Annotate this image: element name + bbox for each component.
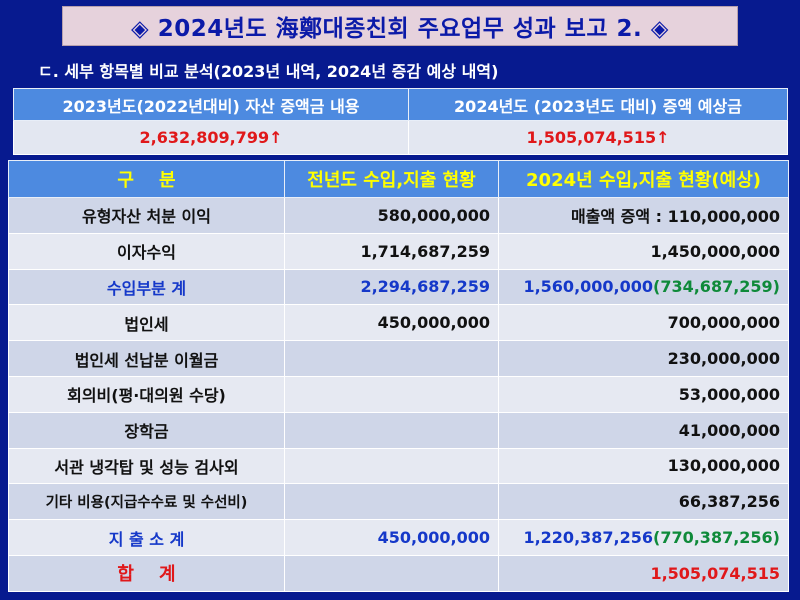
- row-prev: [284, 447, 499, 485]
- header-prev-year: 전년도 수입,지출 현황: [284, 160, 499, 198]
- row-prev: [284, 340, 499, 377]
- summary-value-2024: 1,505,074,515↑: [408, 120, 788, 155]
- row-prev: [284, 411, 499, 449]
- row-cur-value: 1,220,387,256: [523, 528, 654, 548]
- row-diff: (770,387,256): [653, 528, 780, 548]
- row-prev: 580,000,000: [284, 197, 499, 234]
- row-label: 합 계: [8, 554, 285, 592]
- summary-header-2024: 2024년도 (2023년도 대비) 증액 예상금: [408, 88, 788, 121]
- summary-header-2023: 2023년도(2022년대비) 자산 증액금 내용: [13, 88, 409, 121]
- table-row: 수입부분 계 2,294,687,259 1,560,000,000(734,6…: [8, 268, 789, 306]
- comparison-table: 구 분 전년도 수입,지출 현황 2024년 수입,지출 현황(예상) 유형자산…: [8, 160, 789, 592]
- row-label: 기타 비용(지급수수료 및 수선비): [8, 483, 285, 521]
- header-cur-year: 2024년 수입,지출 현황(예상): [498, 160, 789, 198]
- table-row: 회의비(평·대의원 수당) 53,000,000: [8, 375, 789, 413]
- row-cur: 1,505,074,515: [498, 554, 789, 592]
- table-row: 유형자산 처분 이익 580,000,000 매출액 증액 : 110,000,…: [8, 197, 789, 234]
- row-label: 법인세: [8, 304, 285, 342]
- row-prev: 1,714,687,259: [284, 232, 499, 270]
- row-cur: 1,450,000,000: [498, 232, 789, 270]
- row-label: 서관 냉각탑 및 성능 검사외: [8, 447, 285, 485]
- table-row: 법인세 450,000,000 700,000,000: [8, 304, 789, 342]
- summary-table: 2023년도(2022년대비) 자산 증액금 내용 2024년도 (2023년도…: [13, 88, 788, 155]
- row-cur: 41,000,000: [498, 411, 789, 449]
- table-row: 이자수익 1,714,687,259 1,450,000,000: [8, 232, 789, 270]
- row-prev: [284, 483, 499, 521]
- row-prev: [284, 375, 499, 413]
- table-row: 법인세 선납분 이월금 230,000,000: [8, 340, 789, 377]
- row-label: 법인세 선납분 이월금: [8, 340, 285, 377]
- row-label: 장학금: [8, 411, 285, 449]
- row-label: 수입부분 계: [8, 268, 285, 306]
- row-label: 유형자산 처분 이익: [8, 197, 285, 234]
- row-cur: 53,000,000: [498, 375, 789, 413]
- row-cur: 1,220,387,256(770,387,256): [498, 519, 789, 556]
- row-cur: 130,000,000: [498, 447, 789, 485]
- row-cur: 230,000,000: [498, 340, 789, 377]
- header-category: 구 분: [8, 160, 285, 198]
- row-prev: 450,000,000: [284, 519, 499, 556]
- table-row: 합 계 1,505,074,515: [8, 554, 789, 592]
- section-subtitle: ㄷ. 세부 항목별 비교 분석(2023년 내역, 2024년 증감 예상 내역…: [38, 62, 499, 81]
- page-title: ◈ 2024년도 海鄭대종친회 주요업무 성과 보고 2. ◈: [62, 6, 738, 46]
- row-cur: 매출액 증액 : 110,000,000: [498, 197, 789, 234]
- table-row: 서관 냉각탑 및 성능 검사외 130,000,000: [8, 447, 789, 485]
- row-prev: 2,294,687,259: [284, 268, 499, 306]
- table-row: 지 출 소 계 450,000,000 1,220,387,256(770,38…: [8, 519, 789, 556]
- row-prev: 450,000,000: [284, 304, 499, 342]
- row-label: 지 출 소 계: [8, 519, 285, 556]
- summary-value-2023: 2,632,809,799↑: [13, 120, 409, 155]
- row-cur: 66,387,256: [498, 483, 789, 521]
- row-label: 회의비(평·대의원 수당): [8, 375, 285, 413]
- row-cur: 700,000,000: [498, 304, 789, 342]
- row-cur: 1,560,000,000(734,687,259): [498, 268, 789, 306]
- table-row: 기타 비용(지급수수료 및 수선비) 66,387,256: [8, 483, 789, 521]
- row-label: 이자수익: [8, 232, 285, 270]
- row-diff: (734,687,259): [653, 277, 780, 297]
- row-cur-value: 1,560,000,000: [523, 277, 654, 297]
- row-prev: [284, 554, 499, 592]
- table-row: 장학금 41,000,000: [8, 411, 789, 449]
